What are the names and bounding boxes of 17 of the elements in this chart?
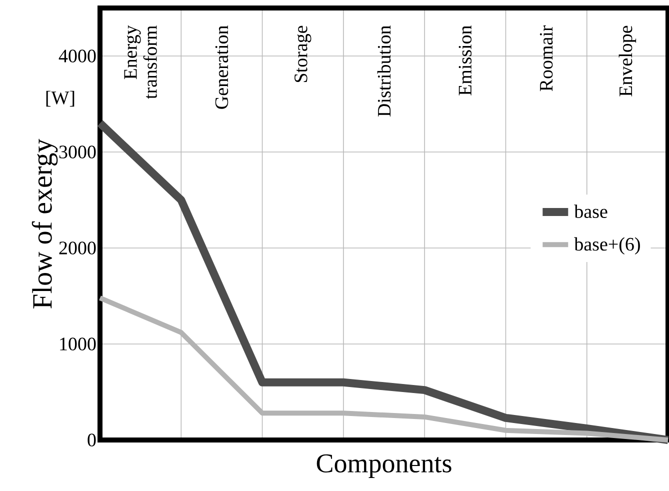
y-tick-label: 1000 [60,338,96,350]
y-tick-label: 3000 [59,146,96,158]
legend-label: base [574,204,608,218]
legend-label: base+(6) [574,237,640,255]
annotation: Emission [458,25,472,96]
annotation: Generation [215,25,228,109]
y-tick-label: 4000 [58,50,96,62]
text: [W] [46,90,74,107]
x-axis-title: Components [316,454,452,478]
annotation: Distribution [377,25,391,116]
annotation: Storage [294,26,312,82]
annotation: Energy transform [124,25,157,99]
y-tick-label: 0 [88,434,96,446]
y-axis-title: Flow of exergy [32,138,58,308]
annotation: Roomair [540,25,553,92]
annotation: Envelope [618,26,636,96]
y-tick-label: 2000 [59,242,96,254]
